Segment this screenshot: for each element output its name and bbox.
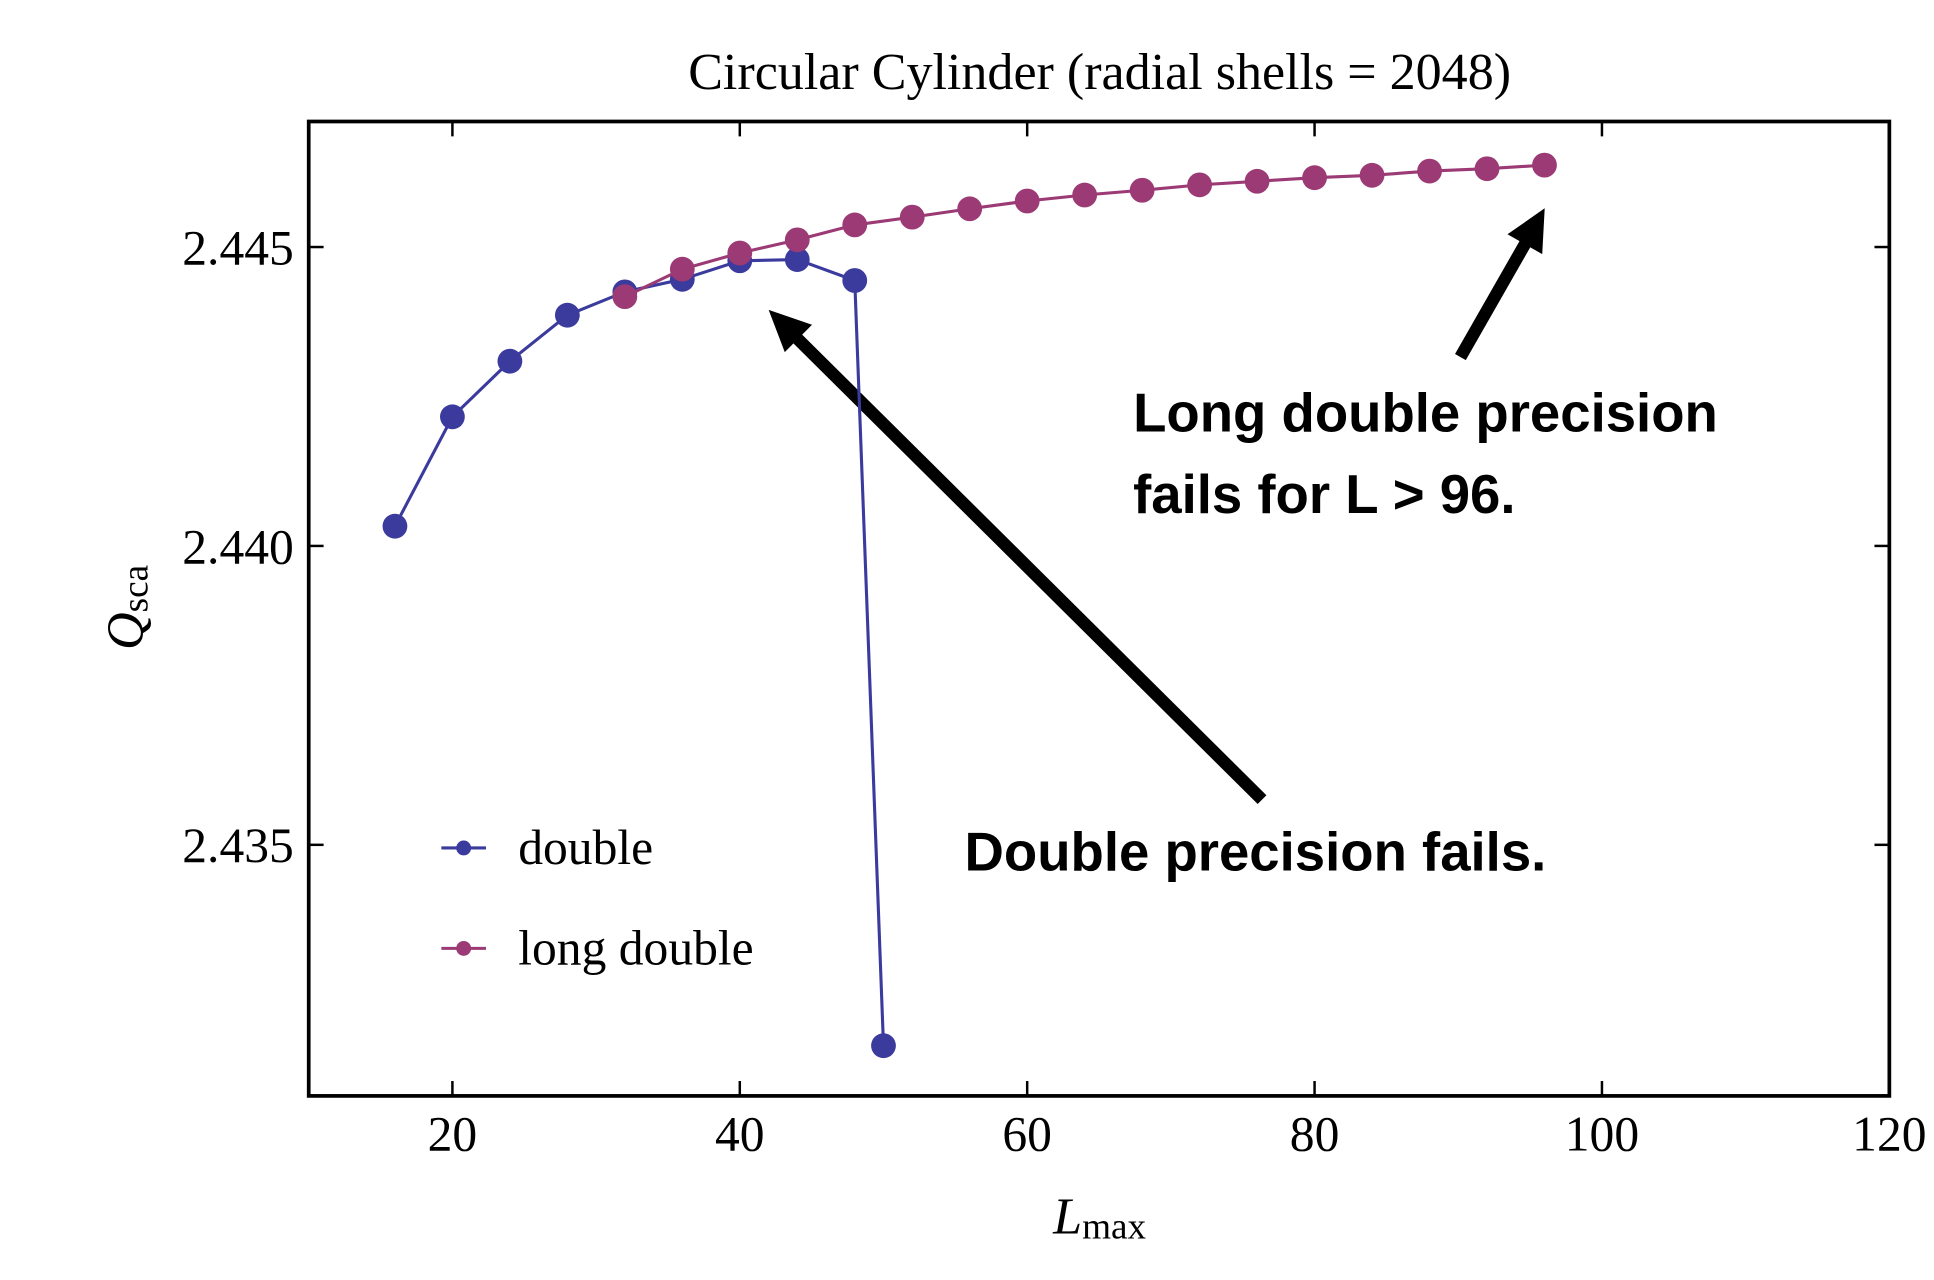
y-tick-label: 2.445 xyxy=(182,220,294,275)
legend-marker xyxy=(456,840,472,856)
arrow-head xyxy=(1507,208,1545,255)
x-axis-label: Lmax xyxy=(1052,1189,1146,1248)
data-point xyxy=(842,268,868,293)
data-point xyxy=(899,204,925,230)
data-point xyxy=(1244,168,1270,194)
y-tick-label: 2.435 xyxy=(182,818,294,873)
y-axis-label-main: Q xyxy=(98,612,155,650)
legend-label: long double xyxy=(518,920,753,975)
legend-marker xyxy=(456,940,472,956)
y-axis-label: Qsca xyxy=(98,565,157,650)
plot-frame xyxy=(306,119,1892,1098)
data-point xyxy=(1014,188,1040,214)
data-point xyxy=(1474,156,1500,182)
y-axis-label-sub: sca xyxy=(116,565,157,612)
data-point xyxy=(554,302,580,328)
x-axis-label-sub: max xyxy=(1082,1206,1146,1247)
data-point xyxy=(440,404,465,430)
x-tick-label: 100 xyxy=(1565,1106,1639,1161)
arrow-head xyxy=(768,309,813,353)
data-point xyxy=(1187,172,1213,198)
x-tick-label: 40 xyxy=(715,1106,765,1161)
data-point xyxy=(871,1033,896,1059)
arrows xyxy=(786,232,1536,805)
data-point xyxy=(612,284,638,310)
data-point xyxy=(1417,158,1442,184)
annotation: Double precision fails. xyxy=(965,821,1547,882)
arrow-shaft xyxy=(1455,232,1536,361)
x-axis-label-main: L xyxy=(1052,1189,1082,1246)
data-point xyxy=(784,227,810,253)
data-point xyxy=(727,240,753,266)
chart-title: Circular Cylinder (radial shells = 2048) xyxy=(688,44,1511,101)
data-point xyxy=(1359,162,1385,188)
series-line xyxy=(393,258,886,1046)
annotation: fails for L > 96. xyxy=(1133,464,1515,525)
x-tick-label: 60 xyxy=(1002,1106,1052,1161)
annotation: Long double precision xyxy=(1133,382,1718,443)
data-point xyxy=(669,256,695,282)
data-point xyxy=(1072,182,1098,208)
data-point xyxy=(1302,165,1327,191)
data-point xyxy=(497,348,523,374)
data-point xyxy=(842,212,868,238)
legend-label: double xyxy=(518,820,653,875)
y-tick-label: 2.440 xyxy=(182,519,294,574)
x-tick-label: 20 xyxy=(428,1106,478,1161)
data-point xyxy=(1129,177,1155,203)
x-tick-label: 80 xyxy=(1290,1106,1340,1161)
data-point xyxy=(382,513,408,539)
data-point xyxy=(1532,152,1557,178)
data-point xyxy=(784,247,810,272)
arrow-shaft xyxy=(786,327,1267,805)
data-point xyxy=(957,196,983,222)
x-tick-label: 120 xyxy=(1852,1106,1926,1161)
